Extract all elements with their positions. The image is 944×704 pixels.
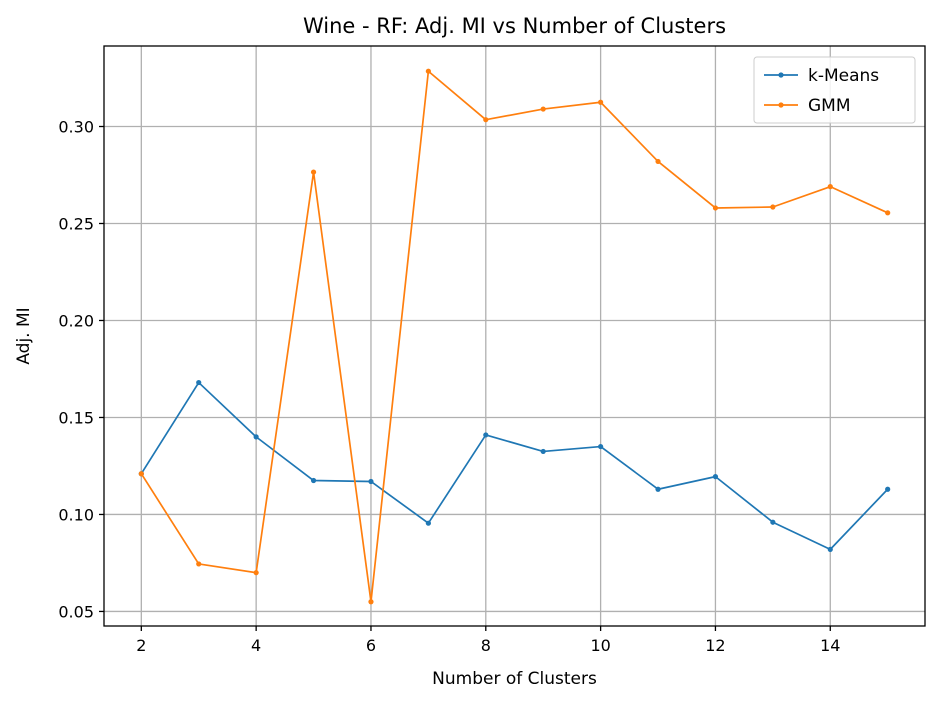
legend-marker-k-means bbox=[778, 72, 784, 78]
data-point-k-means bbox=[770, 519, 776, 525]
data-point-k-means bbox=[425, 520, 431, 526]
data-point-gmm bbox=[425, 68, 431, 74]
legend-box bbox=[753, 56, 916, 124]
x-tick-label: 14 bbox=[820, 636, 840, 655]
data-point-gmm bbox=[770, 204, 776, 210]
legend-label-k-means: k-Means bbox=[808, 66, 879, 86]
data-point-gmm bbox=[827, 184, 833, 190]
axis-ticks: 2 4 6 8 10 12 14 0.05 0.10 0.15 0.20 0.25 0.30 bbox=[58, 118, 840, 655]
data-point-gmm bbox=[196, 561, 202, 567]
x-tick-label: 12 bbox=[705, 636, 725, 655]
grid bbox=[104, 46, 925, 626]
data-point-k-means bbox=[368, 478, 374, 485]
x-tick-label: 10 bbox=[590, 636, 610, 655]
plot-frame bbox=[103, 45, 926, 627]
series-layer bbox=[138, 68, 891, 605]
data-point-gmm bbox=[253, 570, 259, 576]
data-point-gmm bbox=[540, 106, 546, 112]
data-point-k-means bbox=[196, 379, 202, 386]
chart-title: Wine - RF: Adj. MI vs Number of Clusters bbox=[303, 14, 726, 38]
data-point-k-means bbox=[655, 486, 661, 492]
data-point-k-means bbox=[885, 486, 891, 492]
x-tick-label: 4 bbox=[251, 636, 261, 655]
data-point-gmm bbox=[310, 169, 317, 175]
data-point-k-means bbox=[540, 448, 546, 455]
y-tick-label: 0.10 bbox=[58, 505, 94, 524]
y-tick-label: 0.15 bbox=[58, 408, 94, 427]
data-point-k-means bbox=[310, 477, 317, 484]
legend-label-gmm: GMM bbox=[808, 96, 851, 116]
y-tick-label: 0.05 bbox=[58, 602, 94, 621]
x-tick-label: 8 bbox=[481, 636, 491, 655]
legend: k-Means GMM bbox=[753, 56, 916, 124]
data-point-gmm bbox=[885, 210, 891, 216]
y-tick-label: 0.30 bbox=[58, 118, 94, 137]
x-tick-label: 2 bbox=[136, 636, 146, 655]
data-point-k-means bbox=[712, 474, 719, 480]
data-point-gmm bbox=[655, 158, 661, 165]
data-point-gmm bbox=[712, 205, 719, 211]
data-point-k-means bbox=[483, 432, 489, 438]
series-line-k-means bbox=[140, 381, 889, 551]
data-point-gmm bbox=[138, 471, 144, 477]
data-point-k-means bbox=[827, 546, 833, 552]
x-axis-label: Number of Clusters bbox=[432, 669, 597, 689]
data-point-k-means bbox=[598, 443, 604, 450]
y-axis-label: Adj. MI bbox=[14, 307, 34, 364]
data-point-gmm bbox=[368, 599, 374, 605]
y-tick-label: 0.20 bbox=[58, 311, 94, 330]
legend-marker-gmm bbox=[778, 102, 784, 108]
series-line-gmm bbox=[140, 70, 889, 603]
data-point-gmm bbox=[598, 99, 604, 105]
x-tick-label: 6 bbox=[366, 636, 376, 655]
data-point-k-means bbox=[253, 434, 259, 440]
data-point-gmm bbox=[483, 117, 489, 123]
y-tick-label: 0.25 bbox=[58, 214, 94, 233]
